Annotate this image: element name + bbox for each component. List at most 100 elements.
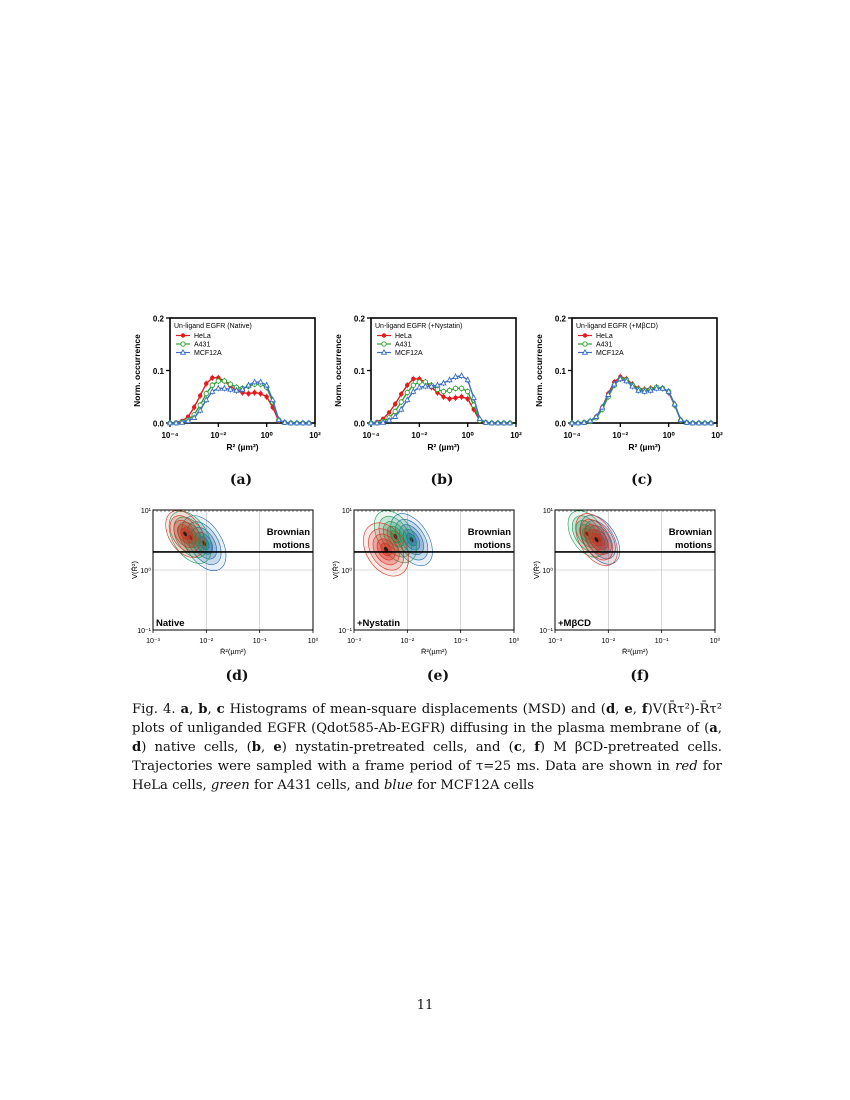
- data-point: [447, 396, 452, 402]
- legend-label: MCF12A: [395, 350, 423, 357]
- data-point: [707, 419, 715, 426]
- data-point: [410, 382, 416, 388]
- histogram-panel-c: 0.0 0.1 0.2 10⁻⁴ 10⁻² 10⁰ 10² R² (µm²) Norm. occ…: [532, 310, 732, 470]
- brownian-label-1: Brownian: [669, 527, 712, 538]
- data-point: [617, 375, 624, 382]
- y-tick-label: 10⁰: [542, 567, 553, 575]
- data-point: [198, 393, 203, 398]
- y-tick-label: 10¹: [141, 508, 152, 515]
- data-point: [221, 378, 228, 384]
- data-point: [446, 376, 453, 383]
- histogram-chart-b: 0.0 0.1 0.2 10⁻⁴ 10⁻² 10⁰ 10² R² (µm²) Norm. occ…: [333, 315, 522, 453]
- legend-label: MCF12A: [596, 350, 624, 357]
- caption-fig: Fig. 4.: [132, 702, 176, 717]
- caption-part3: ) native cells, (: [141, 740, 252, 755]
- x-tick-label: 10⁻⁴: [563, 431, 580, 440]
- density-chart-e: Brownian motions +Nystatin 10⁻³ 10⁻² 10⁻¹ 10⁰ 1…: [331, 508, 520, 656]
- plot-frame: [169, 317, 316, 424]
- data-point: [392, 408, 398, 415]
- y-tick-label: 0.2: [153, 315, 165, 324]
- x-tick-label: 10⁻²: [210, 431, 226, 440]
- x-tick-label: 10⁰: [509, 637, 520, 645]
- y-tick-label: 0.1: [153, 367, 165, 376]
- x-tick-label: 10⁰: [261, 431, 274, 440]
- caption-part7: for A431 cells, and: [249, 778, 384, 793]
- data-point: [203, 390, 209, 397]
- legend-label: HeLa: [596, 333, 613, 340]
- data-point: [287, 419, 294, 426]
- caption-green: green: [210, 778, 250, 793]
- data-point: [263, 381, 270, 388]
- panel-label-a: (a): [229, 472, 253, 488]
- y-tick-label: 10⁰: [140, 567, 151, 575]
- data-point: [586, 417, 594, 424]
- data-point: [392, 401, 398, 407]
- data-point: [210, 375, 215, 381]
- x-tick-label: 10⁰: [462, 431, 475, 440]
- data-point: [465, 388, 471, 395]
- x-axis-label: R² (µm²): [628, 442, 660, 452]
- data-point: [635, 386, 642, 393]
- data-point: [203, 396, 210, 403]
- y-axis-label: V(R̄²): [331, 561, 340, 579]
- x-tick-label: 10⁰: [308, 637, 319, 645]
- data-point: [245, 381, 252, 388]
- caption-c-2: c: [513, 740, 522, 755]
- data-point: [227, 385, 234, 392]
- y-axis-label: V(R̄²): [532, 561, 541, 579]
- data-point: [405, 383, 410, 388]
- data-point: [458, 385, 465, 392]
- data-point: [178, 418, 186, 425]
- data-point: [701, 419, 709, 426]
- data-point: [257, 378, 264, 385]
- data-point: [434, 381, 441, 388]
- density-peak-hela: [183, 531, 187, 537]
- caption-b-2: b: [251, 740, 261, 755]
- caption-f: f: [641, 702, 648, 717]
- caption-e: e: [624, 702, 633, 717]
- legend-marker: [581, 348, 589, 355]
- brownian-label-1: Brownian: [267, 527, 310, 538]
- data-point: [465, 396, 470, 402]
- data-point: [246, 391, 251, 396]
- histogram-panel-a: 0.0 0.1 0.2 10⁻⁴ 10⁻² 10⁰ 10² R² (µm²) Norm. occ…: [130, 310, 330, 470]
- x-tick-label: 10⁻¹: [655, 638, 669, 645]
- density-panel-e: Brownian motions +Nystatin 10⁻³ 10⁻² 10⁻¹ 10⁰ 1…: [329, 505, 529, 670]
- y-tick-label: 0.0: [153, 420, 165, 429]
- x-tick-label: 10⁻⁴: [161, 431, 178, 440]
- data-point: [399, 391, 404, 397]
- figure-caption: Fig. 4. a, b, c Histograms of mean-squar…: [132, 702, 723, 793]
- data-point: [683, 418, 690, 425]
- data-point: [233, 386, 240, 393]
- data-point: [659, 384, 666, 391]
- y-tick-label: 10⁻¹: [338, 628, 352, 635]
- x-tick-label: 10⁻³: [146, 638, 160, 645]
- data-point: [428, 382, 435, 389]
- data-point: [269, 396, 276, 403]
- caption-part6: for HeLa cells,: [132, 759, 722, 793]
- data-point: [191, 414, 198, 421]
- caption-a-2: a: [709, 721, 718, 736]
- data-point: [258, 391, 263, 396]
- y-tick-label: 0.2: [555, 315, 567, 324]
- data-point: [404, 396, 411, 403]
- data-point: [398, 405, 405, 412]
- data-point: [441, 394, 446, 399]
- data-point: [398, 399, 404, 405]
- x-tick-label: 10⁻³: [347, 638, 361, 645]
- caption-part2: )V(R̄τ²)-R̄τ² plots of unliganded EGFR (…: [132, 702, 722, 736]
- data-point: [404, 389, 410, 396]
- y-tick-label: 10¹: [543, 508, 554, 515]
- data-point: [184, 417, 192, 424]
- data-point: [677, 416, 684, 423]
- chart-title: Un-ligand EGFR (Native): [174, 323, 252, 330]
- y-tick-label: 0.0: [555, 420, 567, 429]
- data-point: [488, 419, 495, 426]
- data-point: [500, 419, 508, 426]
- x-tick-label: 10⁻¹: [253, 638, 267, 645]
- x-tick-label: 10⁻²: [612, 431, 628, 440]
- legend-label: A431: [596, 342, 612, 349]
- data-point: [209, 387, 216, 394]
- caption-f-2: f: [534, 740, 540, 755]
- data-point: [305, 419, 313, 426]
